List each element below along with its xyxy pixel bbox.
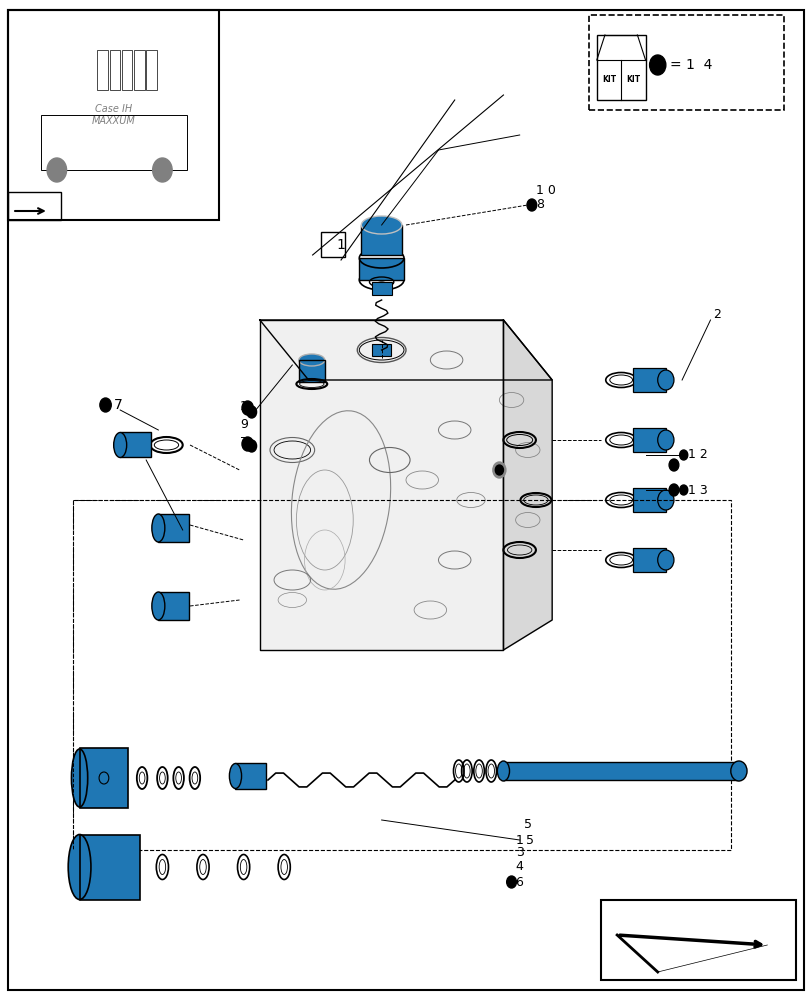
Bar [79,835,140,900]
Text: 9: 9 [239,418,247,430]
Bar [633,548,665,572]
Bar [298,360,324,382]
Bar [97,50,108,90]
Ellipse shape [657,550,673,570]
Bar [600,900,795,980]
Ellipse shape [657,430,673,450]
Bar [633,548,665,572]
Ellipse shape [114,432,127,458]
Bar [588,15,783,110]
Bar [358,258,403,280]
Circle shape [668,459,678,471]
Circle shape [242,401,253,415]
Bar [371,344,391,356]
Circle shape [100,398,111,412]
Bar [633,428,665,452]
Ellipse shape [152,514,165,542]
Text: 1 3: 1 3 [687,484,706,496]
Text: 7: 7 [114,398,122,412]
Text: Case IH
MAXXUM: Case IH MAXXUM [92,104,135,126]
Bar [358,258,403,280]
Circle shape [242,437,253,451]
Ellipse shape [657,490,673,510]
Polygon shape [260,320,551,380]
Ellipse shape [99,772,109,784]
Ellipse shape [68,834,91,900]
Circle shape [526,199,536,211]
Bar [633,488,665,512]
Text: 1: 1 [337,238,345,252]
Bar [79,835,140,900]
Circle shape [668,484,678,496]
Text: 3: 3 [515,846,523,859]
Circle shape [247,440,256,452]
Text: = 1  4: = 1 4 [669,58,711,72]
Bar [73,500,730,850]
Bar [298,360,324,382]
Bar [79,748,128,808]
Bar [120,432,151,457]
Bar [122,50,132,90]
Ellipse shape [657,370,673,390]
Bar [371,344,391,356]
Bar [633,428,665,452]
Text: 1 2: 1 2 [687,448,706,462]
Text: 2: 2 [712,308,720,322]
Ellipse shape [298,354,324,366]
Circle shape [495,465,503,475]
Bar [120,432,151,457]
Bar [371,282,392,295]
Text: 8: 8 [535,198,543,212]
Circle shape [47,158,67,182]
Bar [158,514,189,542]
Bar [158,514,189,542]
Bar [503,762,738,780]
Bar [158,592,189,620]
Bar [109,50,120,90]
Bar [8,10,219,220]
Bar [361,225,401,255]
Circle shape [492,462,505,478]
Bar [371,282,392,295]
Text: 1 0: 1 0 [535,184,555,196]
Ellipse shape [361,216,401,234]
Bar [41,115,187,170]
Ellipse shape [71,749,88,807]
Bar [320,232,345,257]
Text: KIT: KIT [625,76,640,85]
Text: KIT: KIT [601,76,616,85]
Ellipse shape [152,592,165,620]
Circle shape [649,55,665,75]
Bar [235,763,266,789]
Text: 1: 1 [239,399,247,412]
Text: 5: 5 [526,834,534,846]
Text: 1: 1 [515,834,523,846]
Bar [633,368,665,392]
Circle shape [506,876,516,888]
Circle shape [247,406,256,418]
Bar [633,488,665,512]
Bar [146,50,157,90]
Text: 4: 4 [515,860,523,874]
Bar [361,225,401,255]
Bar [596,35,645,100]
Circle shape [679,450,687,460]
Ellipse shape [730,761,746,781]
Text: 6: 6 [515,876,523,888]
Polygon shape [260,320,503,650]
Bar [633,368,665,392]
Text: 7: 7 [239,436,247,448]
Circle shape [679,485,687,495]
Polygon shape [503,320,551,650]
Bar [79,748,128,808]
Ellipse shape [496,761,508,781]
Bar [8,192,61,220]
Bar [235,763,266,789]
Ellipse shape [229,764,242,788]
Bar [503,762,738,780]
Bar [134,50,144,90]
Circle shape [152,158,172,182]
Bar [158,592,189,620]
Text: 5: 5 [523,818,531,832]
